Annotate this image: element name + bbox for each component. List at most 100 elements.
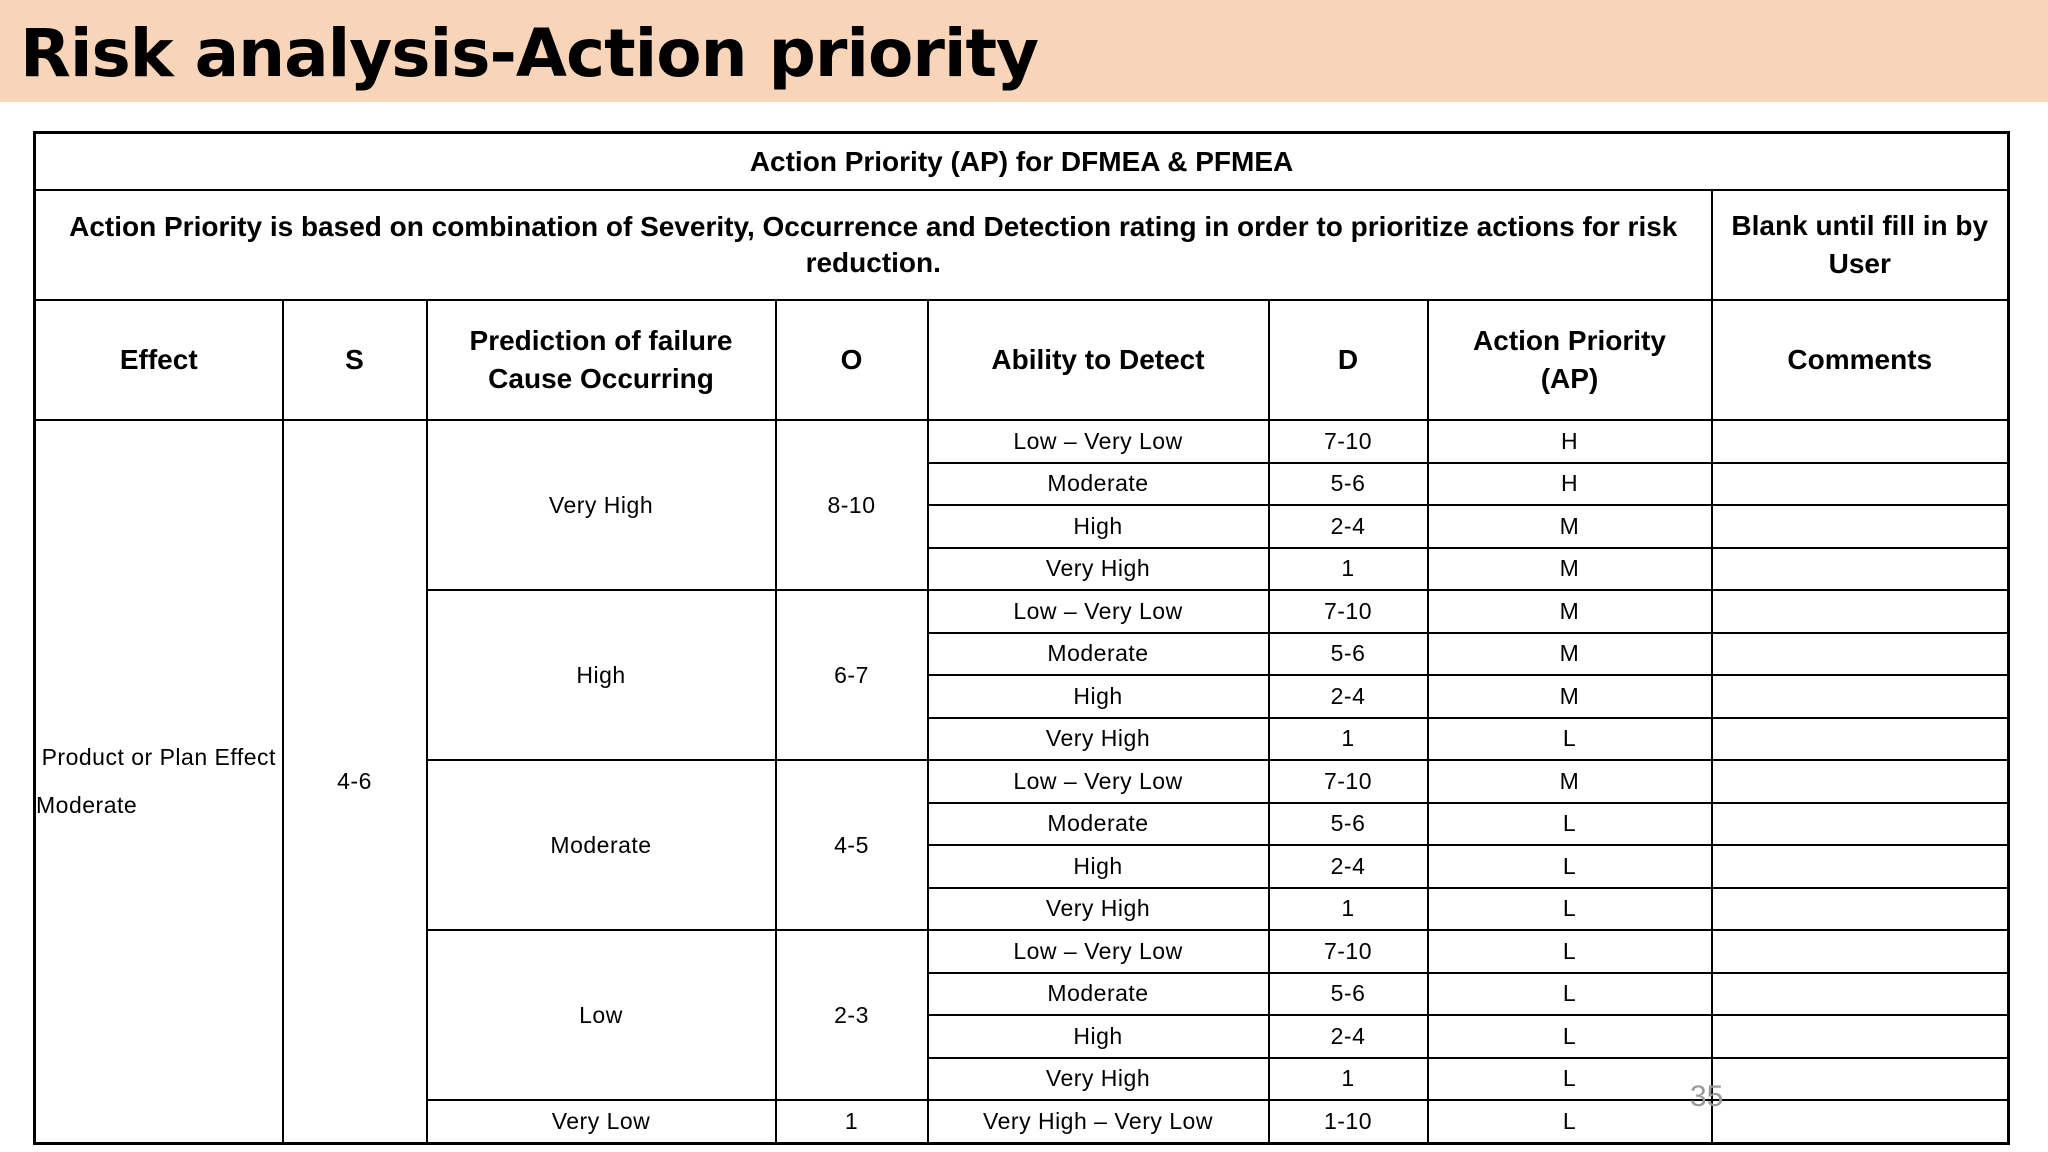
table-row: Moderate 5-6 L: [35, 971, 2010, 1016]
comments-cell: [1710, 886, 2010, 931]
action-priority-cell: L: [1426, 801, 1713, 846]
detect-cell: High: [926, 844, 1270, 889]
action-priority-cell: L: [1426, 716, 1713, 761]
comments-cell: [1710, 1056, 2010, 1101]
action-priority-cell: L: [1426, 971, 1713, 1016]
detection-cell: 5-6: [1267, 461, 1429, 506]
table-caption: Action Priority (AP) for DFMEA & PFMEA: [33, 131, 2010, 191]
detect-cell: Low – Very Low: [926, 419, 1270, 464]
action-priority-cell: L: [1426, 1099, 1713, 1144]
action-priority-cell: M: [1426, 759, 1713, 804]
page-number: 35: [1690, 1080, 1724, 1113]
prediction-cell: High: [425, 589, 777, 761]
detection-cell: 2-4: [1267, 1014, 1429, 1059]
header-comments: Comments: [1710, 299, 2010, 421]
detect-cell: Very High: [926, 1056, 1270, 1101]
action-priority-cell: H: [1426, 419, 1713, 464]
detect-cell: High: [926, 504, 1270, 549]
occurrence-cell: 6-7: [774, 589, 929, 761]
table-row: High 2-4 L: [35, 844, 2010, 889]
comments-cell: [1710, 546, 2010, 591]
action-priority-cell: L: [1426, 929, 1713, 974]
table-description: Action Priority is based on combination …: [33, 189, 1713, 301]
header-severity: S: [281, 299, 428, 421]
comments-cell: [1710, 461, 2010, 506]
comments-cell: [1710, 716, 2010, 761]
occurrence-cell: 2-3: [774, 929, 929, 1101]
detection-cell: 5-6: [1267, 971, 1429, 1016]
comments-cell: [1710, 929, 2010, 974]
page-title: Risk analysis-Action priority: [20, 15, 1039, 92]
occurrence-cell: 8-10: [774, 419, 929, 591]
prediction-cell: Very High: [425, 419, 777, 591]
action-priority-cell: L: [1426, 1014, 1713, 1059]
detection-cell: 1: [1267, 546, 1429, 591]
detection-cell: 7-10: [1267, 419, 1429, 464]
table-row: High 2-4 M: [35, 504, 2010, 549]
detect-cell: Very High: [926, 886, 1270, 931]
table-row: Moderate 5-6 L: [35, 801, 2010, 846]
header-prediction: Prediction of failure Cause Occurring: [425, 299, 777, 421]
action-priority-cell: L: [1426, 886, 1713, 931]
detection-cell: 7-10: [1267, 589, 1429, 634]
occurrence-cell: 1: [774, 1099, 929, 1144]
detection-cell: 1: [1267, 716, 1429, 761]
detect-cell: High: [926, 674, 1270, 719]
detection-cell: 1: [1267, 886, 1429, 931]
header-ability-to-detect: Ability to Detect: [926, 299, 1270, 421]
prediction-cell: Very Low: [425, 1099, 777, 1144]
action-priority-cell: M: [1426, 674, 1713, 719]
detection-cell: 1-10: [1267, 1099, 1429, 1144]
comments-cell: [1710, 674, 2010, 719]
action-priority-cell: M: [1426, 589, 1713, 634]
comments-cell: [1710, 801, 2010, 846]
detect-cell: Very High: [926, 716, 1270, 761]
detection-cell: 1: [1267, 1056, 1429, 1101]
blank-until-fill-note: Blank until fill in by User: [1710, 189, 2010, 301]
table-row: Moderate 4-5 Low – Very Low 7-10 M: [35, 759, 2010, 931]
action-priority-cell: M: [1426, 631, 1713, 676]
detection-cell: 7-10: [1267, 759, 1429, 804]
header-detection: D: [1267, 299, 1429, 421]
header-occurrence: O: [774, 299, 929, 421]
detection-cell: 5-6: [1267, 631, 1429, 676]
prediction-cell: Low: [425, 929, 777, 1101]
action-priority-cell: M: [1426, 546, 1713, 591]
detect-cell: Moderate: [926, 461, 1270, 506]
comments-cell: [1710, 971, 2010, 1016]
detect-cell: Moderate: [926, 801, 1270, 846]
table-row: High 2-4 L: [35, 1014, 2010, 1059]
comments-cell: [1710, 589, 2010, 634]
table-row: Very High 1 M: [35, 546, 2010, 591]
table-row: High 6-7 Low – Very Low 7-10 M: [35, 589, 2010, 761]
comments-cell: [1710, 504, 2010, 549]
comments-cell: [1710, 759, 2010, 804]
detect-cell: Very High: [926, 546, 1270, 591]
detect-cell: Moderate: [926, 971, 1270, 1016]
comments-cell: [1710, 844, 2010, 889]
severity-cell: 4-6: [281, 419, 428, 1144]
action-priority-cell: L: [1426, 844, 1713, 889]
comments-cell: [1710, 1014, 2010, 1059]
prediction-cell: Moderate: [425, 759, 777, 931]
header-action-priority: Action Priority (AP): [1426, 299, 1713, 421]
table-row: Moderate 5-6 M: [35, 631, 2010, 676]
table-row: High 2-4 M: [35, 674, 2010, 719]
detection-cell: 2-4: [1267, 844, 1429, 889]
action-priority-cell: M: [1426, 504, 1713, 549]
comments-cell: [1710, 1099, 2010, 1144]
table-row: Very High 1 L: [35, 716, 2010, 761]
title-bar: Risk analysis-Action priority: [0, 0, 2048, 102]
detect-cell: Low – Very Low: [926, 589, 1270, 634]
table-row: Very High 1 L: [35, 1056, 2010, 1101]
detection-cell: 5-6: [1267, 801, 1429, 846]
detect-cell: High: [926, 1014, 1270, 1059]
action-priority-table: Action Priority (AP) for DFMEA & PFMEA A…: [33, 131, 2011, 1145]
occurrence-cell: 4-5: [774, 759, 929, 931]
detect-cell: Moderate: [926, 631, 1270, 676]
comments-cell: [1710, 419, 2010, 464]
table-row: Moderate 5-6 H: [35, 461, 2010, 506]
detect-cell: Low – Very Low: [926, 929, 1270, 974]
detection-cell: 2-4: [1267, 674, 1429, 719]
table-row: Low 2-3 Low – Very Low 7-10 L: [35, 929, 2010, 1101]
